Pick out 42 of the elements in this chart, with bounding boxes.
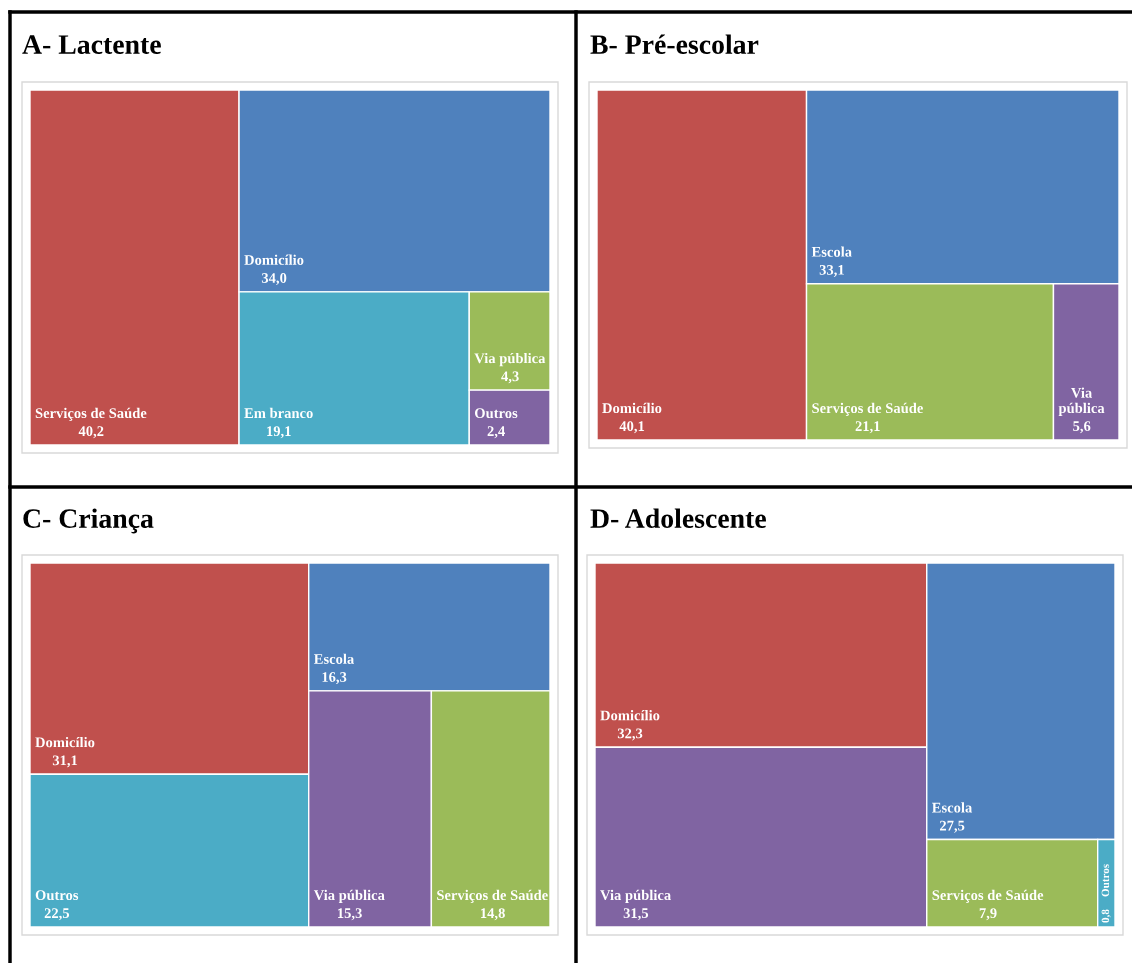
category-label: Domicílio <box>35 736 95 748</box>
category-label: Escola <box>313 653 355 664</box>
category-label: Via pública <box>600 889 671 903</box>
data-label: 4,3 <box>501 371 519 384</box>
data-label: 0,8 <box>1101 909 1111 923</box>
data-label: 27,5 <box>939 820 965 833</box>
data-label: 40,2 <box>78 426 104 439</box>
category-label: Serviços de Saúde <box>437 889 548 903</box>
data-label: 33,1 <box>819 264 844 277</box>
data-label: 31,5 <box>623 908 649 921</box>
data-label: 32,3 <box>617 728 643 741</box>
category-label: Serviços de Saúde <box>35 407 147 421</box>
category-label: Escola <box>811 246 852 257</box>
category-label: Via pública <box>474 352 546 367</box>
data-label: 19,1 <box>267 426 291 439</box>
text: C- Criança <box>23 508 154 534</box>
data-label: 34,0 <box>261 273 287 285</box>
data-label: 2,4 <box>487 426 505 439</box>
data-label: 31,1 <box>52 755 78 768</box>
data-label: 7,9 <box>979 908 997 921</box>
category-label: Domicílio <box>602 402 662 414</box>
category-label: Em branco <box>244 407 313 419</box>
data-label: 22,5 <box>44 908 70 921</box>
text: B- Pré-escolar <box>590 34 759 54</box>
category-label: Domicílio <box>600 710 660 721</box>
text: A- Lactente <box>22 35 161 54</box>
category-label: Serviços de Saúde <box>812 402 923 416</box>
data-label: 15,3 <box>338 908 362 921</box>
category-label: Escola <box>932 802 973 813</box>
category-label: Serviços de Saúde <box>932 889 1044 903</box>
data-label: 14,8 <box>481 908 505 921</box>
category-label: Via pública <box>313 889 385 903</box>
category-label: Outros <box>474 408 518 419</box>
text: D- Adolescente <box>590 508 766 528</box>
data-label: 21,1 <box>855 421 880 434</box>
category-label: Outros <box>35 890 79 901</box>
category-label: Via pública <box>1058 387 1105 416</box>
data-label: 5,6 <box>1073 421 1091 434</box>
data-label: 40,1 <box>619 421 645 434</box>
category-label: Outros <box>1101 864 1110 897</box>
data-label: 16,3 <box>322 672 347 685</box>
category-label: Domicílio <box>244 254 304 265</box>
